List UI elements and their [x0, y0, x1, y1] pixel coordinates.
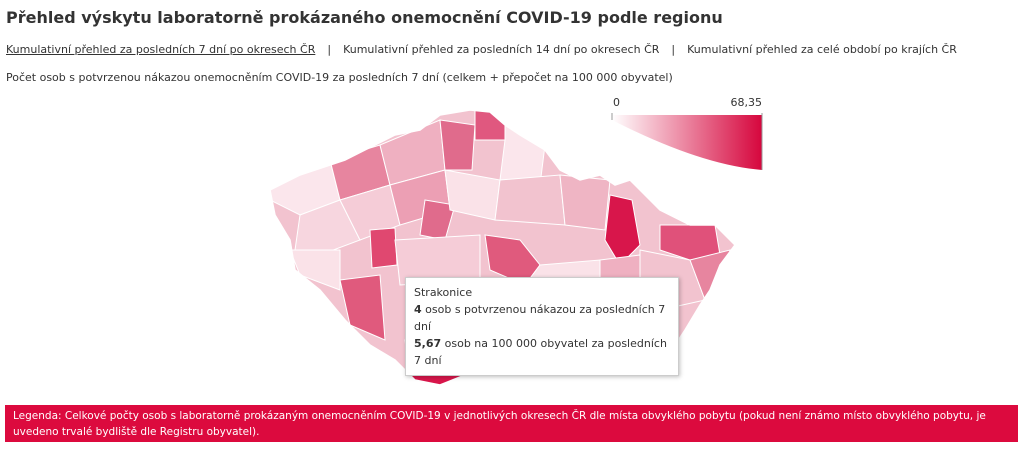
tab[interactable]: Kumulativní přehled za posledních 7 dní …: [6, 43, 316, 56]
tooltip-line: 5,67 osob na 100 000 obyvatel za posledn…: [414, 335, 670, 369]
page-title: Přehled výskytu laboratorně prokázaného …: [6, 8, 723, 27]
tab-bar: Kumulativní přehled za posledních 7 dní …: [6, 43, 957, 56]
legend: Legenda: Celkové počty osob s laboratorn…: [5, 405, 1018, 442]
tooltip-value: 5,67: [414, 337, 442, 350]
subtitle: Počet osob s potvrzenou nákazou onemocně…: [6, 71, 673, 84]
scale-min: 0: [613, 96, 620, 109]
tooltip-value: 4: [414, 303, 422, 316]
tab[interactable]: Kumulativní přehled za posledních 14 dní…: [343, 43, 660, 56]
tooltip-line: 4 osob s potvrzenou nákazou za posledníc…: [414, 301, 670, 335]
tooltip-text: osob na 100 000 obyvatel za posledních 7…: [414, 337, 667, 367]
scale-max: 68,35: [731, 96, 763, 109]
tooltip: Strakonice 4 osob s potvrzenou nákazou z…: [405, 277, 679, 376]
separator: |: [327, 43, 332, 56]
country-outline: [269, 109, 736, 386]
tab[interactable]: Kumulativní přehled za celé období po kr…: [687, 43, 957, 56]
tooltip-title: Strakonice: [414, 286, 473, 299]
separator: |: [671, 43, 676, 56]
color-scale: [612, 115, 762, 170]
tooltip-text: osob s potvrzenou nákazou za posledních …: [414, 303, 666, 333]
